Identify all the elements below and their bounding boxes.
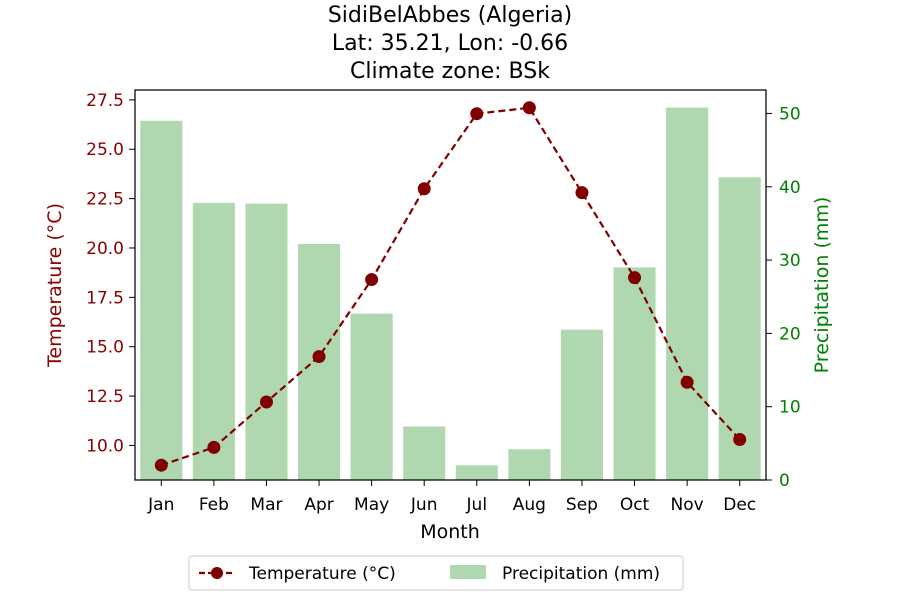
x-tick-label: Sep xyxy=(566,495,598,515)
precipitation-bar-dec xyxy=(718,177,761,480)
left-tick-label: 15.0 xyxy=(86,338,124,358)
left-tick-label: 17.5 xyxy=(86,288,124,308)
title-line-2: Lat: 35.21, Lon: -0.66 xyxy=(332,31,568,56)
right-tick-label: 20 xyxy=(779,324,801,344)
x-tick-label: Jun xyxy=(410,495,438,515)
chart-title: SidiBelAbbes (Algeria) Lat: 35.21, Lon: … xyxy=(328,3,572,84)
precipitation-bar-may xyxy=(350,313,393,480)
precipitation-bar-sep xyxy=(560,329,603,480)
x-tick-label: Apr xyxy=(304,495,333,515)
plot-frame xyxy=(134,89,767,481)
temperature-point-feb xyxy=(207,440,221,454)
x-tick-label: Jul xyxy=(466,495,488,515)
temperature-series-line xyxy=(160,106,741,467)
legend-precipitation-label: Precipitation (mm) xyxy=(502,564,660,584)
x-tick-label: Jan xyxy=(147,495,174,515)
legend-temperature-label: Temperature (°C) xyxy=(248,564,396,584)
temperature-point-nov xyxy=(680,375,694,389)
temperature-point-apr xyxy=(312,350,326,364)
left-y-axis: 10.0 12.5 15.0 17.5 20.0 22.5 25.0 27.5 xyxy=(86,91,135,456)
legend-box xyxy=(188,555,684,591)
x-tick-label: Feb xyxy=(199,495,229,515)
title-line-1: SidiBelAbbes (Algeria) xyxy=(328,3,572,28)
right-tick-label: 50 xyxy=(779,104,801,124)
x-tick-label: Dec xyxy=(723,495,756,515)
left-tick-label: 12.5 xyxy=(86,387,124,407)
title-line-3: Climate zone: BSk xyxy=(350,59,550,84)
precipitation-bars xyxy=(140,107,761,481)
temperature-point-may xyxy=(365,273,379,287)
legend: Temperature (°C) Precipitation (mm) xyxy=(188,555,684,591)
x-axis-label: Month xyxy=(420,521,480,543)
right-tick-label: 0 xyxy=(779,471,790,491)
right-y-axis-label: Precipitation (mm) xyxy=(811,197,833,374)
precipitation-bar-jan xyxy=(140,120,183,480)
temperature-point-mar xyxy=(259,395,273,409)
x-tick-label: Nov xyxy=(671,495,704,515)
x-tick-label: May xyxy=(354,495,389,515)
precipitation-bar-aug xyxy=(508,449,551,480)
right-tick-label: 40 xyxy=(779,178,801,198)
x-tick-label: Oct xyxy=(620,495,650,515)
left-tick-label: 27.5 xyxy=(86,91,124,111)
left-tick-label: 10.0 xyxy=(86,436,124,456)
temperature-line xyxy=(154,101,747,472)
legend-temperature-marker xyxy=(211,567,223,579)
temperature-point-jul xyxy=(470,107,484,121)
temperature-point-sep xyxy=(575,186,589,200)
left-tick-label: 22.5 xyxy=(86,190,124,210)
x-axis: Jan Feb Mar Apr May Jun Jul Aug Sep Oct Nov Dec xyxy=(147,480,756,515)
left-y-axis-label: Temperature (°C) xyxy=(44,203,66,368)
left-tick-label: 25.0 xyxy=(86,140,124,160)
precipitation-bar-nov xyxy=(666,107,709,480)
precipitation-bar-mar xyxy=(245,203,288,481)
precipitation-bar-jun xyxy=(403,426,446,480)
precipitation-bar-jul xyxy=(455,465,498,480)
temperature-point-aug xyxy=(522,101,536,115)
precipitation-bar-oct xyxy=(613,267,656,480)
right-tick-label: 30 xyxy=(779,251,801,271)
left-tick-label: 20.0 xyxy=(86,239,124,259)
temperature-point-jan xyxy=(154,458,168,472)
x-tick-label: Aug xyxy=(513,495,546,515)
right-y-axis: 0 10 20 30 40 50 xyxy=(766,104,801,491)
legend-precipitation-swatch xyxy=(450,565,486,579)
x-tick-label: Mar xyxy=(250,495,282,515)
temperature-point-jun xyxy=(417,182,431,196)
temperature-point-oct xyxy=(628,271,642,285)
right-tick-label: 10 xyxy=(779,398,801,418)
precipitation-bar-feb xyxy=(192,202,235,481)
temperature-point-dec xyxy=(733,433,747,447)
